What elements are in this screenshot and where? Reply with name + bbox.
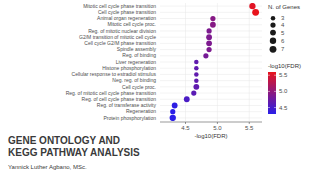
dot <box>191 90 196 95</box>
x-tick <box>217 122 218 124</box>
category-label: Neg. reg. of binding <box>112 77 156 83</box>
category-label: Mitotic cell cycle phase transition <box>83 3 156 9</box>
size-legend-key <box>270 38 276 44</box>
grid-line-h <box>160 68 262 69</box>
colorbar-tick <box>268 91 270 92</box>
subtitle: Yannick Luther Agbano, MSc. <box>8 164 87 170</box>
grid-line-h <box>160 80 262 81</box>
category-label: Liver regeneration <box>116 59 157 65</box>
grid-line-v <box>217 3 218 121</box>
x-axis-title: -log10(FDR) <box>194 133 227 139</box>
grid-line-v <box>249 3 250 121</box>
colorbar-tick <box>268 75 270 76</box>
colorbar-title: -log10(FDR) <box>268 63 301 69</box>
category-label: Reg. of binding <box>122 52 156 58</box>
colorbar-tick-label: 5.5 <box>279 72 288 78</box>
category-label: Animal organ regeneration <box>97 15 156 21</box>
dot <box>206 28 211 33</box>
colorbar-tick <box>274 107 276 108</box>
size-legend-label: 5 <box>281 30 285 36</box>
grid-line-h <box>160 74 262 75</box>
colorbar-tick-label: 4.5 <box>279 105 288 111</box>
dot <box>210 16 215 21</box>
dot <box>194 66 199 71</box>
grid-line-h <box>160 6 262 7</box>
dot <box>193 84 199 90</box>
category-label: Spindle assembly <box>117 46 157 52</box>
size-legend-key <box>270 30 276 36</box>
colorbar-tick-label: 5.0 <box>279 88 288 94</box>
category-label: G2/M transition of mitotic cell cycle <box>79 34 156 40</box>
title: GENE ONTOLOGY AND KEGG PATHWAY ANALYSIS <box>8 135 148 159</box>
grid-line-h <box>160 55 262 56</box>
category-label: Regeneration <box>126 108 156 114</box>
grid-line-h <box>160 62 262 63</box>
points <box>170 3 259 121</box>
dot <box>206 34 212 40</box>
dot <box>184 96 190 102</box>
x-axis-line <box>160 122 262 123</box>
grid-line-v <box>185 3 186 121</box>
size-legend-title: N. of Genes <box>268 4 300 10</box>
x-tick-label: 5.0 <box>213 125 222 131</box>
dot <box>194 60 199 65</box>
dot <box>252 9 259 16</box>
dot <box>210 22 216 28</box>
category-label: Reg. of mitotic nuclear division <box>88 28 156 34</box>
size-legend-label: 7 <box>281 46 285 52</box>
category-label: Histone phosphorylation <box>102 65 156 71</box>
category-label: Cell cycle proc. <box>122 84 156 90</box>
dot <box>170 109 175 114</box>
category-label: Reg. of mitotic cell cycle phase transit… <box>66 90 157 96</box>
dot <box>194 78 199 83</box>
category-label: Mitotic cell cycle proc. <box>107 21 156 27</box>
colorbar <box>268 72 276 114</box>
dot <box>203 53 208 58</box>
grid-line-h <box>160 93 262 94</box>
dot <box>172 103 178 109</box>
x-tick-label: 4.5 <box>181 125 190 131</box>
dot <box>206 40 212 46</box>
dot <box>249 3 255 9</box>
colorbar-tick <box>274 91 276 92</box>
chart-root: 4.5 5.0 5.5 -log10(FDR) Mitotic cell cycle p… <box>0 0 320 180</box>
size-legend-label: 6 <box>281 38 285 44</box>
category-label: Cell cycle G2/M phase transition <box>84 40 156 46</box>
size-legend-label: 3 <box>281 15 285 21</box>
category-label: Cellular response to estradiol stimulus <box>72 71 157 77</box>
grid-line-h <box>160 99 262 100</box>
category-label: Reg. of transferase activity <box>97 102 157 108</box>
grid-line-h <box>160 86 262 87</box>
size-legend-key <box>271 16 276 21</box>
grid <box>160 3 262 121</box>
size-legend-key <box>270 23 275 28</box>
x-tick <box>185 122 186 124</box>
size-legend-label: 4 <box>281 22 285 28</box>
category-label: Protein phosphorylation <box>103 115 156 121</box>
dot <box>170 115 176 121</box>
dot <box>194 72 199 77</box>
x-tick <box>249 122 250 124</box>
category-label: Cell cycle phase transition <box>98 9 156 15</box>
colorbar-tick <box>274 75 276 76</box>
category-label: Reg. of cell cycle phase transition <box>82 96 157 102</box>
dot <box>206 47 211 52</box>
grid-line-h <box>160 12 262 13</box>
size-legend-key <box>270 46 277 53</box>
colorbar-tick <box>268 107 270 108</box>
x-tick-label: 5.5 <box>245 125 254 131</box>
